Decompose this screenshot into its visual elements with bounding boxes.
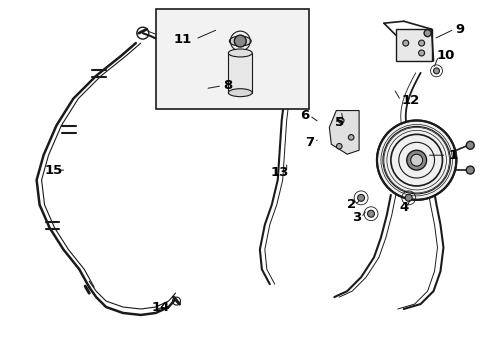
Text: 9: 9 bbox=[455, 23, 464, 36]
Circle shape bbox=[357, 194, 364, 201]
Text: 8: 8 bbox=[223, 79, 232, 92]
Text: 7: 7 bbox=[305, 136, 313, 149]
Text: 2: 2 bbox=[346, 198, 355, 211]
Bar bbox=[395, 29, 431, 61]
Text: 14: 14 bbox=[151, 301, 169, 314]
Circle shape bbox=[418, 50, 424, 56]
Text: 10: 10 bbox=[435, 49, 454, 63]
Circle shape bbox=[410, 154, 422, 166]
Circle shape bbox=[338, 118, 344, 123]
Circle shape bbox=[423, 30, 430, 37]
Text: 5: 5 bbox=[334, 116, 343, 129]
Circle shape bbox=[433, 68, 439, 74]
Text: 11: 11 bbox=[173, 33, 191, 46]
Text: 15: 15 bbox=[44, 163, 62, 176]
Text: 6: 6 bbox=[299, 109, 308, 122]
Circle shape bbox=[367, 210, 374, 217]
Circle shape bbox=[402, 40, 408, 46]
Circle shape bbox=[347, 135, 353, 140]
Circle shape bbox=[336, 144, 341, 149]
Bar bbox=[155, 9, 309, 109]
Circle shape bbox=[234, 35, 246, 47]
Bar bbox=[228, 53, 252, 93]
Ellipse shape bbox=[228, 89, 252, 96]
Circle shape bbox=[466, 141, 473, 149]
Ellipse shape bbox=[228, 49, 252, 57]
Circle shape bbox=[376, 121, 455, 200]
Circle shape bbox=[418, 40, 424, 46]
Text: 13: 13 bbox=[270, 166, 288, 179]
Polygon shape bbox=[328, 111, 358, 154]
Circle shape bbox=[406, 150, 426, 170]
Ellipse shape bbox=[229, 36, 251, 46]
Circle shape bbox=[466, 166, 473, 174]
Text: 1: 1 bbox=[448, 149, 457, 162]
Text: 4: 4 bbox=[398, 201, 407, 214]
Text: 3: 3 bbox=[352, 211, 361, 224]
Circle shape bbox=[405, 194, 411, 201]
Text: 12: 12 bbox=[401, 94, 419, 107]
